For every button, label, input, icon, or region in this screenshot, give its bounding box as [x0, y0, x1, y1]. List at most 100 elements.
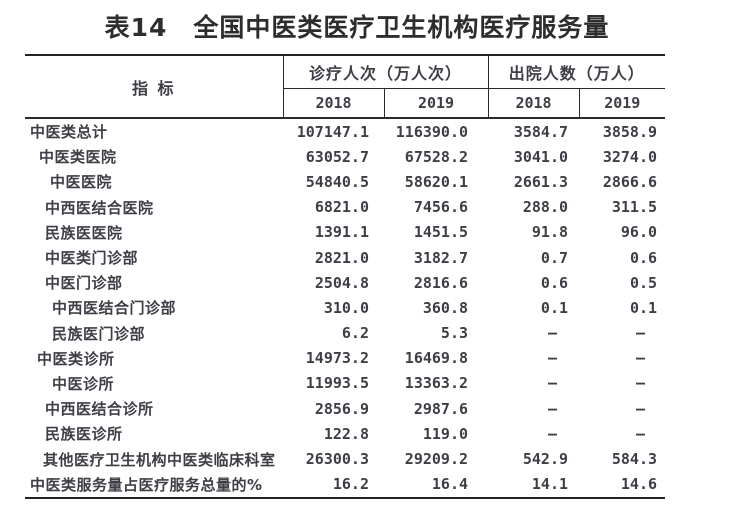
value-cell: 6.2 [341, 324, 369, 343]
visits-group-header: 诊疗人次（万人次） [283, 55, 489, 89]
row-label: 中西医结合医院 [45, 198, 154, 217]
table-row: 中医类诊所 14973.2 16469.8 – – [25, 346, 665, 371]
value-cell: 0.1 [540, 298, 569, 317]
value-cell: – [636, 399, 646, 418]
value-cell: 7456.6 [413, 198, 469, 217]
value-cell: 13363.2 [404, 374, 469, 393]
value-cell: 116390.0 [395, 122, 469, 141]
value-cell: 107147.1 [296, 122, 369, 141]
visits-2019-header: 2019 [383, 88, 489, 119]
table-row: 中医类服务量占医疗服务总量的% 16.2 16.4 14.1 14.6 [25, 472, 665, 498]
row-label: 中西医结合门诊部 [52, 299, 177, 318]
row-label: 中西医结合诊所 [45, 400, 154, 419]
row-label: 民族医诊所 [45, 425, 123, 444]
value-cell: 16.2 [332, 475, 369, 494]
table-row: 中西医结合门诊部 310.0 360.8 0.1 0.1 [25, 295, 665, 320]
value-cell: 16469.8 [404, 349, 469, 368]
row-label: 中医医院 [50, 173, 113, 192]
value-cell: 11993.5 [305, 374, 369, 393]
value-cell: 2866.6 [602, 172, 658, 191]
value-cell: 0.1 [629, 298, 658, 317]
value-cell: – [547, 374, 558, 393]
value-cell: 288.0 [522, 198, 569, 217]
visits-2018-header: 2018 [282, 88, 384, 119]
discharges-2019-header: 2019 [578, 88, 666, 119]
value-cell: 14.1 [531, 475, 569, 494]
row-label: 中医门诊部 [45, 274, 123, 293]
value-cell: 6821.0 [314, 198, 369, 217]
row-label: 中医类医院 [39, 148, 117, 167]
value-cell: 14.6 [620, 475, 658, 494]
value-cell: 3858.9 [602, 122, 658, 141]
table-row: 中西医结合医院 6821.0 7456.6 288.0 311.5 [25, 195, 665, 220]
row-label: 中医类诊所 [37, 349, 115, 368]
value-cell: 3182.7 [413, 248, 469, 267]
value-cell: 1391.1 [314, 223, 369, 242]
table-row: 中西医结合诊所 2856.9 2987.6 – – [25, 396, 665, 421]
value-cell: 311.5 [611, 198, 658, 217]
value-cell: 0.6 [629, 248, 658, 267]
table-row: 中医类总计 107147.1 116390.0 3584.7 3858.9 [25, 118, 665, 144]
value-cell: 2504.8 [314, 273, 369, 292]
value-cell: 2816.6 [413, 273, 469, 292]
value-cell: 14973.2 [305, 349, 369, 368]
table-row: 中医医院 54840.5 58620.1 2661.3 2866.6 [25, 169, 665, 194]
row-label: 中医类门诊部 [45, 249, 139, 268]
value-cell: 29209.2 [404, 450, 469, 469]
value-cell: 2987.6 [413, 399, 469, 418]
value-cell: 0.7 [540, 248, 569, 267]
row-label: 民族医医院 [45, 223, 123, 242]
value-cell: 0.6 [540, 273, 569, 292]
value-cell: 2821.0 [314, 248, 369, 267]
value-cell: 91.8 [531, 223, 569, 242]
table-row: 民族医诊所 122.8 119.0 – – [25, 421, 665, 446]
value-cell: 310.0 [323, 298, 369, 317]
value-cell: 54840.5 [305, 172, 369, 191]
value-cell: 67528.2 [404, 147, 469, 166]
row-label: 中医类服务量占医疗服务总量的% [30, 475, 263, 494]
value-cell: 3041.0 [513, 147, 569, 166]
table-header: 指 标 诊疗人次（万人次） 出院人数（万人） 2018 2019 2018 20… [25, 55, 666, 119]
value-cell: – [636, 349, 646, 368]
table-row: 中医门诊部 2504.8 2816.6 0.6 0.5 [25, 270, 665, 295]
table-row: 其他医疗卫生机构中医类临床科室 26300.3 29209.2 542.9 584.3 [25, 446, 665, 471]
group-header-row: 指 标 诊疗人次（万人次） 出院人数（万人） [25, 55, 666, 119]
statistics-table: 指 标 诊疗人次（万人次） 出院人数（万人） 2018 2019 2018 20… [25, 54, 666, 499]
indicator-column-header: 指 标 [25, 55, 284, 119]
value-cell: 5.3 [440, 324, 469, 343]
value-cell: 63052.7 [305, 147, 369, 166]
table-row: 民族医门诊部 6.2 5.3 – – [25, 321, 665, 346]
row-label: 民族医门诊部 [52, 324, 146, 343]
value-cell: 16.4 [431, 475, 469, 494]
table-row: 中医类门诊部 2821.0 3182.7 0.7 0.6 [25, 245, 665, 270]
value-cell: 2661.3 [513, 172, 569, 191]
row-label: 中医类总计 [30, 123, 108, 142]
value-cell: – [547, 399, 558, 418]
value-cell: 58620.1 [404, 172, 469, 191]
value-cell: – [547, 424, 558, 443]
row-label: 其他医疗卫生机构中医类临床科室 [43, 450, 276, 469]
value-cell: 122.8 [323, 424, 369, 443]
discharges-2018-header: 2018 [487, 88, 580, 119]
value-cell: – [636, 374, 646, 393]
value-cell: – [636, 424, 646, 443]
discharges-group-header: 出院人数（万人） [488, 55, 666, 89]
table-body: 中医类总计 107147.1 116390.0 3584.7 3858.9 中医类医院 63… [25, 118, 665, 498]
row-label: 中医诊所 [52, 374, 115, 393]
value-cell: 96.0 [620, 223, 658, 242]
value-cell: 542.9 [522, 450, 569, 469]
value-cell: 584.3 [611, 450, 658, 469]
value-cell: – [547, 349, 558, 368]
value-cell: 26300.3 [305, 450, 369, 469]
value-cell: – [547, 324, 558, 343]
value-cell: 3584.7 [513, 122, 569, 141]
value-cell: 119.0 [422, 424, 469, 443]
table-row: 中医类医院 63052.7 67528.2 3041.0 3274.0 [25, 144, 665, 169]
value-cell: 1451.5 [413, 223, 469, 242]
value-cell: – [636, 324, 646, 343]
year-header-row: 2018 2019 2018 2019 [25, 88, 666, 119]
value-cell: 2856.9 [314, 399, 369, 418]
value-cell: 3274.0 [602, 147, 658, 166]
value-cell: 360.8 [422, 298, 469, 317]
